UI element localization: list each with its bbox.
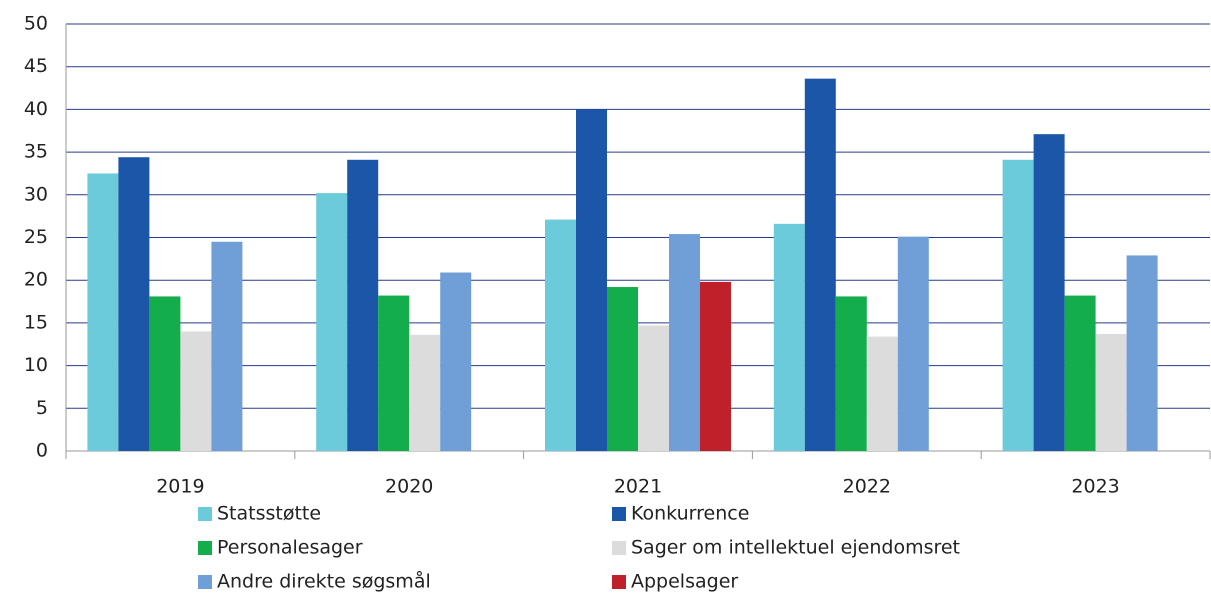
y-tick-label: 30 xyxy=(24,183,48,205)
legend-label: Sager om intellektuel ejendomsret xyxy=(631,537,960,559)
bar xyxy=(1126,255,1158,451)
bar xyxy=(835,296,867,451)
legend-swatch xyxy=(198,575,212,589)
bar xyxy=(347,159,379,451)
bar xyxy=(700,281,731,451)
bar xyxy=(1033,134,1065,451)
y-tick-label: 40 xyxy=(24,98,48,120)
bar xyxy=(607,287,638,451)
bar xyxy=(440,272,472,451)
bar xyxy=(669,234,700,451)
y-tick-label: 25 xyxy=(24,226,48,248)
y-tick-label: 20 xyxy=(24,269,48,291)
y-tick-label: 0 xyxy=(36,440,48,462)
y-tick-label: 45 xyxy=(24,55,48,77)
x-tick-label: 2022 xyxy=(843,476,891,498)
bar xyxy=(180,331,212,451)
bar xyxy=(576,109,607,452)
legend-swatch xyxy=(198,541,212,555)
bar xyxy=(866,336,898,451)
legend-label: Appelsager xyxy=(631,571,738,593)
x-tick-label: 2023 xyxy=(1071,476,1119,498)
bar xyxy=(638,325,669,451)
legend-label: Andre direkte søgsmål xyxy=(217,570,431,593)
legend-swatch xyxy=(612,541,626,555)
bar xyxy=(409,334,441,451)
x-tick-label: 2019 xyxy=(156,476,204,498)
y-tick-label: 50 xyxy=(24,13,48,35)
bar xyxy=(1064,295,1096,451)
x-tick-label: 2021 xyxy=(614,476,662,498)
bar xyxy=(545,219,576,451)
y-tick-label: 15 xyxy=(24,311,48,333)
bar xyxy=(316,193,348,452)
y-tick-label: 5 xyxy=(36,397,48,419)
legend-label: Statsstøtte xyxy=(217,503,321,525)
bar xyxy=(378,295,410,451)
bar xyxy=(773,223,805,451)
legend-swatch xyxy=(612,507,626,521)
bar xyxy=(118,157,150,451)
bar xyxy=(804,78,836,451)
legend-swatch xyxy=(198,507,212,521)
y-tick-label: 10 xyxy=(24,354,48,376)
legend-swatch xyxy=(612,575,626,589)
bar xyxy=(1002,159,1034,451)
legend-label: Konkurrence xyxy=(631,503,749,525)
bar xyxy=(211,241,243,451)
bar xyxy=(897,236,929,451)
bar xyxy=(149,296,181,451)
bar xyxy=(1095,334,1127,451)
x-tick-label: 2020 xyxy=(385,476,433,498)
y-tick-label: 35 xyxy=(24,141,48,163)
bar xyxy=(87,173,119,451)
legend-label: Personalesager xyxy=(217,537,363,559)
